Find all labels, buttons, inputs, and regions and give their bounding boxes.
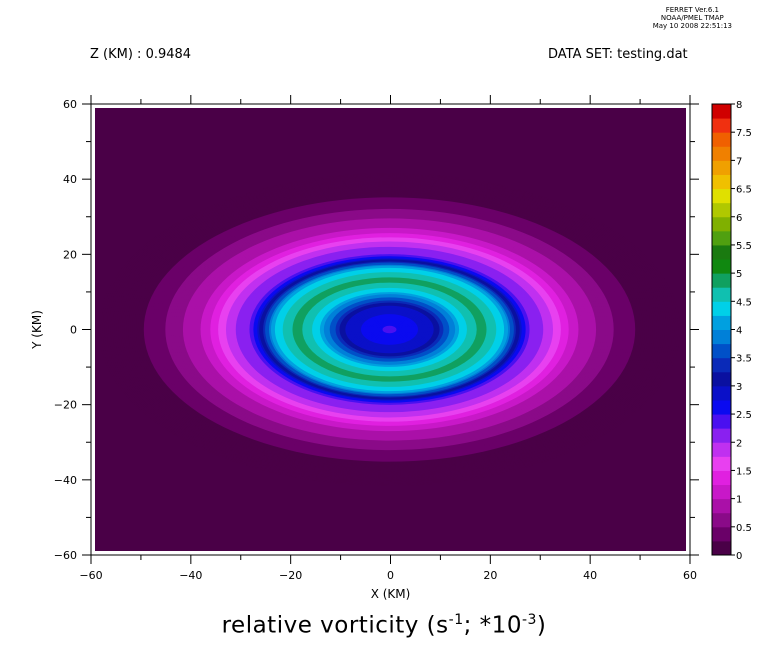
colorbar-label: 3.5 xyxy=(736,354,752,365)
colorbar-swatch xyxy=(712,371,731,387)
colorbar-swatch xyxy=(712,273,731,288)
title-units-exp1: -1 xyxy=(448,612,464,628)
x-tick-label: 40 xyxy=(583,569,597,582)
title-units-exp2: -3 xyxy=(521,612,537,628)
colorbar-swatch xyxy=(712,146,731,161)
colorbar-label: 2.5 xyxy=(736,410,752,421)
colorbar-swatch xyxy=(712,259,731,274)
title-units-mid: ; *10 xyxy=(463,612,522,639)
colorbar-swatch xyxy=(712,160,731,175)
title-units-prefix: (s xyxy=(418,612,449,639)
colorbar-swatch xyxy=(712,414,731,429)
x-axis: −60 −40 −20 0 20 40 60 X (KM) xyxy=(79,95,697,601)
y-axis: 60 40 20 0 −20 −40 −60 Y (KM) xyxy=(30,98,699,562)
contour-band xyxy=(388,328,391,331)
x-tick-label: −60 xyxy=(79,569,102,582)
colorbar-swatch xyxy=(712,188,731,204)
colorbar-swatch xyxy=(712,329,731,345)
colorbar-swatch xyxy=(712,104,731,119)
colorbar-label: 1 xyxy=(736,495,742,506)
ferret-lab: NOAA/PMEL TMAP xyxy=(660,14,724,22)
colorbar-label: 3 xyxy=(736,382,742,393)
colorbar-label: 2 xyxy=(736,438,742,449)
x-tick-label: 20 xyxy=(483,569,497,582)
y-tick-label: 20 xyxy=(63,248,77,261)
ferret-date: May 10 2008 22:51:13 xyxy=(652,22,732,30)
x-tick-label: −40 xyxy=(179,569,202,582)
colorbar-swatch xyxy=(712,399,731,415)
ferret-version: FERRET Ver.6.1 xyxy=(665,6,719,14)
x-axis-label: X (KM) xyxy=(371,587,411,601)
colorbar-label: 4.5 xyxy=(736,297,752,308)
colorbar: 0 0.5 1 1.5 2 2.5 3 3.5 4 4.5 5 5.5 6 6.5 7 7.5 8 xyxy=(711,100,752,562)
colorbar-swatch xyxy=(712,118,731,133)
colorbar-swatch xyxy=(712,512,731,528)
colorbar-swatch xyxy=(712,470,731,486)
colorbar-swatch xyxy=(712,456,731,471)
colorbar-swatch xyxy=(712,526,731,542)
colorbar-swatch xyxy=(712,287,731,302)
y-tick-label: 40 xyxy=(63,173,77,186)
x-tick-label: 60 xyxy=(683,569,697,582)
colorbar-swatch xyxy=(712,357,731,373)
colorbar-label: 1.5 xyxy=(736,466,752,477)
colorbar-label: 8 xyxy=(736,100,742,111)
y-tick-label: −60 xyxy=(54,549,77,562)
colorbar-swatch xyxy=(712,132,731,147)
colorbar-label: 7 xyxy=(736,156,742,167)
colorbar-label: 5 xyxy=(736,269,742,280)
colorbar-swatch xyxy=(712,484,731,500)
colorbar-swatch xyxy=(712,202,731,218)
colorbar-label: 4 xyxy=(736,326,742,337)
colorbar-swatch xyxy=(712,343,731,359)
colorbar-swatch xyxy=(712,244,731,260)
colorbar-label: 0 xyxy=(736,551,742,562)
colorbar-swatch xyxy=(712,230,731,246)
colorbar-swatch xyxy=(712,428,731,443)
x-tick-label: −20 xyxy=(279,569,302,582)
colorbar-swatch xyxy=(712,216,731,232)
y-axis-label: Y (KM) xyxy=(30,310,44,350)
colorbar-label: 6 xyxy=(736,213,742,224)
y-tick-label: 0 xyxy=(70,324,77,337)
colorbar-swatch xyxy=(712,442,731,457)
y-tick-label: −20 xyxy=(54,399,77,412)
colorbar-swatch xyxy=(712,315,731,330)
colorbar-label: 0.5 xyxy=(736,523,752,534)
colorbar-swatch xyxy=(712,174,731,190)
colorbar-swatch xyxy=(712,540,731,556)
vorticity-field xyxy=(95,108,686,551)
colorbar-swatch xyxy=(712,498,731,514)
title-units-suffix: ) xyxy=(536,612,547,639)
chart-title: relative vorticity (s-1; *10-3) xyxy=(0,612,768,639)
colorbar-label: 5.5 xyxy=(736,241,752,252)
y-tick-label: −40 xyxy=(54,474,77,487)
colorbar-swatch xyxy=(712,301,731,316)
colorbar-label: 6.5 xyxy=(736,185,752,196)
x-tick-label: 0 xyxy=(387,569,394,582)
colorbar-label: 7.5 xyxy=(736,128,752,139)
colorbar-swatch xyxy=(712,385,731,401)
title-main: relative vorticity xyxy=(221,612,419,639)
y-tick-label: 60 xyxy=(63,98,77,111)
dataset-label: DATA SET: testing.dat xyxy=(548,47,688,62)
z-level-label: Z (KM) : 0.9484 xyxy=(90,47,192,62)
ferret-stamp: FERRET Ver.6.1 NOAA/PMEL TMAP May 10 200… xyxy=(653,6,732,30)
